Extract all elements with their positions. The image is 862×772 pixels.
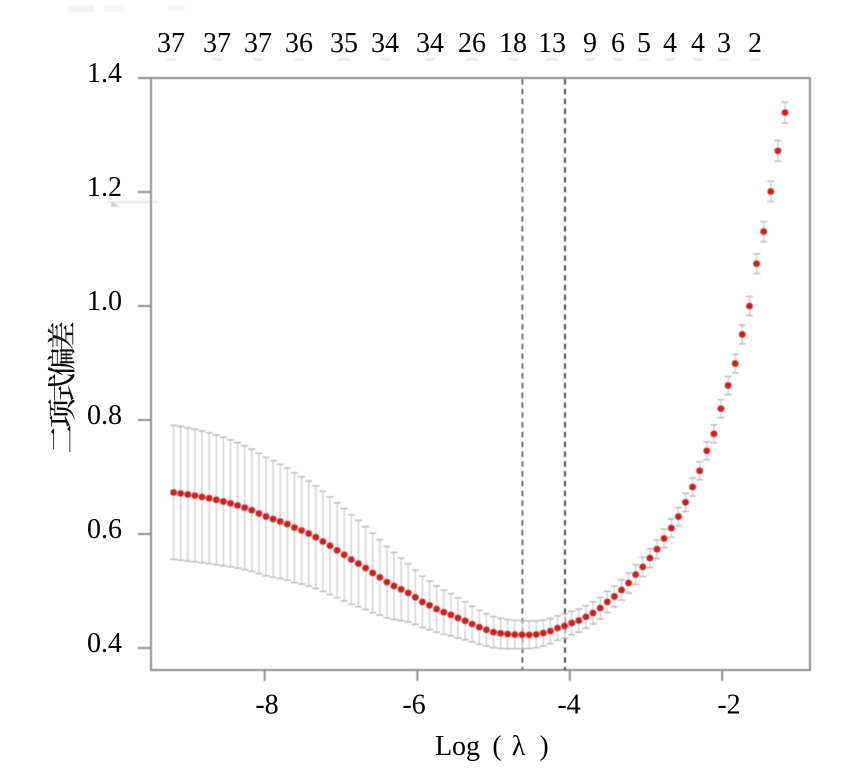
svg-text:26: 26 bbox=[458, 28, 486, 59]
svg-text:0.6: 0.6 bbox=[87, 514, 122, 545]
svg-text:13: 13 bbox=[538, 28, 566, 59]
svg-text:): ) bbox=[539, 731, 548, 762]
svg-text:35: 35 bbox=[330, 28, 358, 59]
svg-text:3: 3 bbox=[717, 28, 731, 59]
svg-text:-8: -8 bbox=[255, 690, 278, 721]
svg-text:1.2: 1.2 bbox=[87, 172, 122, 203]
svg-text:0.8: 0.8 bbox=[87, 400, 122, 431]
svg-text:34: 34 bbox=[371, 28, 399, 59]
svg-text:37: 37 bbox=[157, 28, 185, 59]
svg-text:4: 4 bbox=[663, 28, 677, 59]
svg-text:18: 18 bbox=[499, 28, 527, 59]
svg-text:Log: Log bbox=[435, 731, 480, 762]
svg-text:2: 2 bbox=[748, 28, 762, 59]
svg-text:36: 36 bbox=[285, 28, 313, 59]
svg-text:-2: -2 bbox=[717, 690, 740, 721]
svg-text:37: 37 bbox=[203, 28, 231, 59]
svg-text:9: 9 bbox=[583, 28, 597, 59]
svg-text:4: 4 bbox=[691, 28, 705, 59]
svg-text:0.4: 0.4 bbox=[87, 628, 122, 659]
svg-text:6: 6 bbox=[611, 28, 625, 59]
svg-text:(: ( bbox=[492, 731, 501, 762]
svg-text:1.0: 1.0 bbox=[87, 286, 122, 317]
svg-text:5: 5 bbox=[637, 28, 651, 59]
svg-text:-6: -6 bbox=[402, 690, 425, 721]
svg-text:λ: λ bbox=[512, 731, 526, 762]
svg-text:34: 34 bbox=[416, 28, 444, 59]
svg-text:1.4: 1.4 bbox=[87, 58, 122, 89]
svg-text:37: 37 bbox=[244, 28, 272, 59]
svg-text:-4: -4 bbox=[557, 690, 580, 721]
